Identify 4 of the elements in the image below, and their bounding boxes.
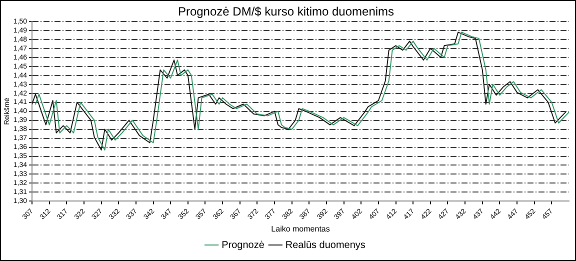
legend-label: Realūs duomenys (285, 240, 366, 251)
x-axis-title: Laiko momentas (271, 224, 330, 234)
chart-title: Prognozė DM/$ kurso kitimo duomenims (178, 4, 394, 19)
legend-label: Prognozė (222, 240, 265, 251)
